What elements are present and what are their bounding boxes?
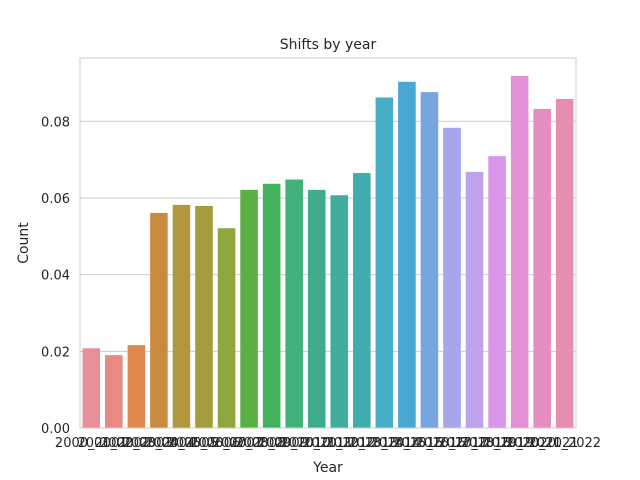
x-tick-label: 2000_2001 — [55, 436, 128, 451]
bar-2004_2005 — [172, 204, 191, 428]
plot-frame — [79, 57, 577, 429]
x-tick-label: 2004_2005 — [145, 436, 218, 451]
bar-2001_2002 — [105, 355, 123, 428]
bar-2018_2019 — [488, 156, 506, 428]
x-tick-label: 2020_2021 — [506, 436, 579, 451]
bar-2002_2003 — [127, 345, 146, 428]
bar-2005_2006 — [195, 206, 213, 428]
x-axis-label: Year — [312, 460, 343, 476]
bar-2013_2014 — [375, 97, 394, 429]
x-tick-labels: 2000_20012001_20022002_20032003_20042004… — [55, 436, 601, 451]
bar-2015_2016 — [420, 92, 439, 428]
x-tick-label: 2017_2018 — [438, 436, 511, 451]
y-tick-label: 0.06 — [41, 192, 70, 207]
x-tick-label: 2008_2009 — [235, 436, 308, 451]
bar-2008_2009 — [262, 183, 281, 428]
x-tick-label: 2012_2013 — [325, 436, 398, 451]
chart-title: Shifts by year — [280, 37, 377, 53]
x-tick-label: 2013_2014 — [348, 436, 421, 451]
x-tick-label: 2019_2020 — [483, 436, 556, 451]
y-axis-label: Count — [16, 222, 32, 264]
x-tick-label: 2018_2019 — [461, 436, 534, 451]
bars — [82, 76, 574, 429]
bar-2000_2001 — [82, 348, 101, 428]
x-tick-label: 2009_2010 — [258, 436, 331, 451]
bar-2020_2021 — [533, 108, 551, 429]
x-tick-label: 2005_2006 — [168, 436, 241, 451]
x-tick-label: 2015_2016 — [393, 436, 466, 451]
x-tick-label: 2002_2003 — [100, 436, 173, 451]
y-tick-label: 0.00 — [41, 422, 70, 437]
bar-2014_2015 — [398, 81, 416, 428]
bar-2003_2004 — [150, 212, 168, 428]
x-tick-label: 2016_2017 — [416, 436, 489, 451]
x-tick-label: 2011_2012 — [303, 436, 376, 451]
bar-2009_2010 — [285, 179, 303, 428]
bar-2016_2017 — [443, 127, 461, 429]
bar-2021_2022 — [555, 99, 574, 428]
x-tick-label: 2014_2015 — [371, 436, 444, 451]
x-tick-label: 2010_2011 — [280, 436, 353, 451]
x-tick-label: 2001_2002 — [77, 436, 150, 451]
x-tick-label: 2021_2022 — [528, 436, 601, 451]
bar-2012_2013 — [353, 173, 371, 428]
bar-2019_2020 — [510, 76, 529, 429]
bar-2011_2012 — [330, 195, 349, 428]
bar-2006_2007 — [217, 228, 236, 428]
y-tick-label: 0.08 — [41, 115, 70, 130]
x-tick-label: 2003_2004 — [123, 436, 196, 451]
x-tick-label: 2007_2008 — [213, 436, 286, 451]
y-tick-labels: 0.00 0.02 0.04 0.06 0.08 — [41, 115, 70, 437]
x-tick-label: 2006_2007 — [190, 436, 263, 451]
bar-2010_2011 — [307, 189, 326, 428]
y-tick-label: 0.02 — [41, 345, 70, 360]
y-tick-label: 0.04 — [41, 269, 70, 284]
bar-2017_2018 — [465, 171, 484, 428]
bar-2007_2008 — [240, 189, 258, 428]
